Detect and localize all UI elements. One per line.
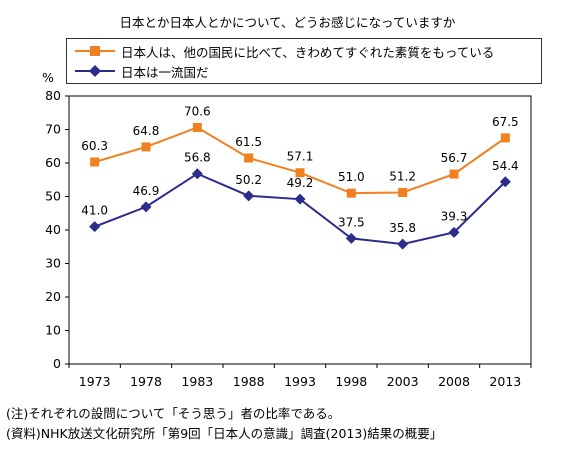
y-tick-label-0: 0 — [53, 356, 61, 371]
series-2-data-label: 49.2 — [287, 176, 314, 190]
series-2-point — [448, 226, 460, 238]
legend-swatch-orange-square-icon — [75, 46, 115, 56]
legend-label-1: 日本人は、他の国民に比べて、きわめてすぐれた素質をもっている — [121, 44, 495, 60]
series-2-point — [89, 221, 101, 233]
x-tick-label-0: 1973 — [79, 374, 111, 389]
series-1-point — [90, 157, 100, 167]
chart-legend: 日本人は、他の国民に比べて、きわめてすぐれた素質をもっている 日本は一流国だ — [66, 38, 542, 84]
y-tick-label-4: 40 — [45, 222, 61, 237]
series-2-point — [397, 238, 409, 250]
x-tick-label-6: 2003 — [387, 374, 419, 389]
chart-title: 日本とか日本人とかについて、どうお感じになっていますか — [119, 15, 456, 30]
series-1-data-label: 60.3 — [81, 139, 108, 153]
series-1-point — [192, 122, 202, 132]
x-tick-label-3: 1988 — [233, 374, 265, 389]
y-tick-label-2: 20 — [45, 289, 61, 304]
x-tick-label-4: 1993 — [284, 374, 316, 389]
y-axis-unit-label: % — [42, 70, 54, 85]
series-2-data-label: 41.0 — [81, 204, 108, 218]
series-2-point — [140, 201, 152, 213]
series-2-data-label: 54.4 — [492, 159, 519, 173]
series-2-data-label: 37.5 — [338, 215, 365, 229]
series-1-data-label: 51.0 — [338, 170, 365, 184]
series-1-data-label: 64.8 — [133, 124, 160, 138]
x-tick-label-2: 1983 — [181, 374, 213, 389]
series-2-point — [345, 232, 357, 244]
y-tick-label-1: 10 — [45, 323, 61, 338]
series-1-data-label: 56.7 — [441, 151, 468, 165]
legend-label-2: 日本は一流国だ — [121, 64, 209, 80]
x-tick-label-7: 2008 — [438, 374, 470, 389]
x-tick-label-1: 1978 — [130, 374, 162, 389]
note-2: (資料)NHK放送文化研究所「第9回「日本人の意識」調査(2013)結果の概要」 — [6, 426, 443, 441]
legend-item-2: 日本は一流国だ — [75, 61, 209, 81]
notes: (注)それぞれの設問について「そう思う」者の比率である。 (資料)NHK放送文化… — [6, 404, 442, 444]
series-2-data-label: 56.8 — [184, 151, 211, 165]
y-tick-label-6: 60 — [45, 155, 61, 170]
y-tick-label-5: 50 — [45, 189, 61, 204]
x-tick-label-8: 2013 — [489, 374, 521, 389]
legend-item-1: 日本人は、他の国民に比べて、きわめてすぐれた素質をもっている — [75, 41, 494, 61]
series-2-point — [294, 193, 306, 205]
series-1-point — [295, 168, 305, 178]
y-tick-label-7: 70 — [45, 122, 61, 137]
y-tick-label-3: 30 — [45, 256, 61, 271]
series-1-point — [449, 169, 459, 179]
series-1-data-label: 70.6 — [184, 104, 211, 118]
legend-swatch-navy-diamond-icon — [75, 65, 115, 77]
series-1-point — [398, 187, 408, 197]
x-tick-label-5: 1998 — [335, 374, 367, 389]
series-2-point — [499, 176, 511, 188]
series-1-data-label: 51.2 — [389, 169, 416, 183]
series-2-data-label: 46.9 — [133, 184, 160, 198]
y-tick-label-8: 80 — [45, 88, 61, 103]
line-chart: 0 10 20 30 40 50 60 70 80% 1973 1978 1983 1988 1993 19… — [42, 70, 532, 389]
series-2-point — [243, 190, 255, 202]
note-1: (注)それぞれの設問について「そう思う」者の比率である。 — [6, 406, 341, 421]
series-1-point — [244, 153, 254, 163]
series-1-data-label: 61.5 — [235, 135, 262, 149]
series-2-data-label: 39.3 — [441, 209, 468, 223]
series-1-point — [346, 188, 356, 198]
series-2-point — [191, 168, 203, 180]
series-1-point — [500, 133, 510, 143]
series-1-point — [141, 142, 151, 152]
series-2-data-label: 35.8 — [389, 221, 416, 235]
series-1-data-label: 57.1 — [287, 150, 314, 164]
series-1-data-label: 67.5 — [492, 115, 519, 129]
series-2-data-label: 50.2 — [235, 173, 262, 187]
